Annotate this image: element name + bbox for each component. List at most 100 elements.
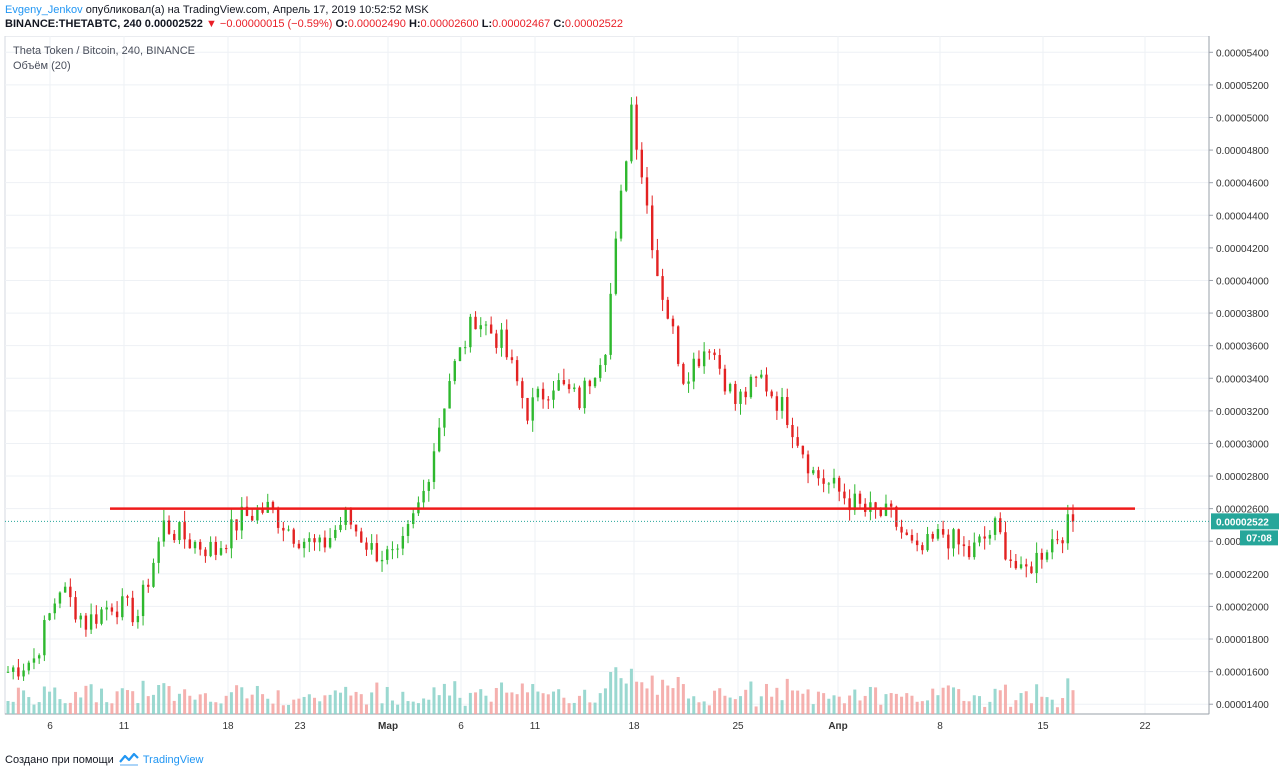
- time-tick-label: Апр: [828, 721, 847, 732]
- volume-bar: [1040, 696, 1044, 714]
- candle-body: [521, 381, 524, 398]
- candle-body: [1030, 566, 1033, 574]
- candle-body: [370, 543, 373, 550]
- candle-body: [609, 293, 612, 355]
- volume-bar: [697, 702, 701, 714]
- volume-bar: [790, 690, 794, 714]
- volume-bar: [1003, 684, 1007, 714]
- volume-bar: [577, 695, 581, 714]
- candle-body: [95, 614, 98, 624]
- volume-bar: [131, 691, 135, 714]
- volume-bar: [338, 692, 342, 714]
- volume-bar: [863, 695, 867, 714]
- candle-body: [739, 391, 742, 404]
- candle-body: [760, 374, 763, 378]
- volume-bar: [240, 687, 244, 714]
- volume-bar: [811, 704, 815, 714]
- volume-bar: [115, 691, 119, 714]
- price-tick-label: 0.00004200: [1216, 244, 1269, 255]
- tradingview-logo-icon: [118, 752, 139, 766]
- price-tick-label: 0.00002200: [1216, 570, 1269, 581]
- volume-bar: [167, 686, 171, 714]
- volume-bar: [68, 702, 72, 714]
- candle-body: [910, 534, 914, 541]
- time-tick-label: 23: [294, 721, 306, 732]
- candle-body: [1035, 552, 1038, 574]
- candle-body: [895, 506, 898, 527]
- volume-bar: [500, 682, 504, 714]
- volume-bar: [297, 698, 301, 714]
- candle-body: [282, 527, 285, 531]
- volume-bar: [453, 681, 457, 714]
- volume-bar: [32, 704, 36, 714]
- volume-bar: [307, 694, 311, 714]
- volume-bar: [458, 697, 462, 714]
- candle-body: [11, 667, 15, 672]
- candle-body: [614, 238, 618, 294]
- series-legend: Theta Token / Bitcoin, 240, BINANCE: [13, 45, 195, 57]
- candle-body: [1066, 514, 1070, 544]
- candle-body: [147, 584, 150, 587]
- volume-bar: [910, 695, 914, 714]
- volume-bar: [759, 696, 763, 714]
- volume-bar: [442, 683, 446, 714]
- volume-bar: [364, 704, 368, 714]
- volume-bar: [162, 683, 166, 714]
- volume-bar: [593, 702, 597, 714]
- candle-body: [115, 611, 119, 618]
- volume-bar: [827, 698, 831, 714]
- candle-body: [588, 380, 592, 387]
- candle-body: [178, 522, 181, 541]
- candle-body: [354, 524, 358, 532]
- volume-bar: [510, 692, 514, 714]
- open-label: O:: [335, 18, 348, 30]
- volume-bar: [136, 703, 140, 714]
- volume-bar: [229, 692, 233, 714]
- candle-body: [999, 518, 1002, 533]
- candle-body: [126, 596, 129, 598]
- volume-bar: [209, 701, 213, 714]
- candle-body: [292, 529, 295, 544]
- volume-bar: [936, 695, 940, 714]
- chart-area[interactable]: 0.00005400 0.00005200 0.00005000 0.00004800…: [0, 35, 1280, 742]
- volume-bar: [967, 701, 971, 714]
- volume-bar: [416, 703, 420, 714]
- tradingview-brand[interactable]: TradingView: [142, 754, 204, 766]
- candle-body: [1051, 539, 1054, 553]
- candle-body: [661, 276, 664, 300]
- volume-bar: [1014, 700, 1018, 714]
- high-value: 0.00002600: [420, 18, 479, 30]
- volume-bar: [676, 676, 680, 714]
- candle-body: [728, 383, 732, 392]
- candle-body: [625, 161, 628, 191]
- price-tick-label: 0.00003000: [1216, 439, 1269, 450]
- volume-bar: [635, 681, 639, 714]
- ohlc-header: BINANCE:THETABTC, 240 0.00002522 ▼ −0.00…: [5, 18, 623, 30]
- candle-body: [962, 544, 966, 547]
- candle-body: [931, 534, 934, 539]
- volume-bar: [801, 693, 805, 714]
- volume-bar: [224, 695, 228, 714]
- time-tick-label: 8: [937, 721, 943, 732]
- candle-body: [141, 584, 145, 617]
- volume-bar: [806, 689, 810, 714]
- candle-body: [328, 537, 332, 548]
- candle-body: [43, 620, 46, 656]
- candle-body: [749, 376, 753, 398]
- price-chart[interactable]: 0.00005400 0.00005200 0.00005000 0.00004800…: [0, 35, 1280, 742]
- volume-bar: [474, 692, 478, 714]
- volume-bar: [94, 702, 98, 714]
- volume-bar: [614, 667, 618, 714]
- volume-bar: [276, 690, 280, 714]
- candle-body: [37, 655, 41, 659]
- candle-body: [360, 531, 363, 543]
- time-tick-label: 6: [47, 721, 53, 732]
- candle-body: [261, 509, 264, 513]
- author-link[interactable]: Evgeny_Jenkov: [5, 4, 83, 16]
- candle-body: [656, 250, 659, 277]
- volume-bar: [728, 697, 732, 714]
- candle-body: [245, 506, 249, 516]
- candle-body: [32, 658, 36, 663]
- volume-bar: [739, 696, 743, 714]
- volume-bar: [63, 703, 67, 714]
